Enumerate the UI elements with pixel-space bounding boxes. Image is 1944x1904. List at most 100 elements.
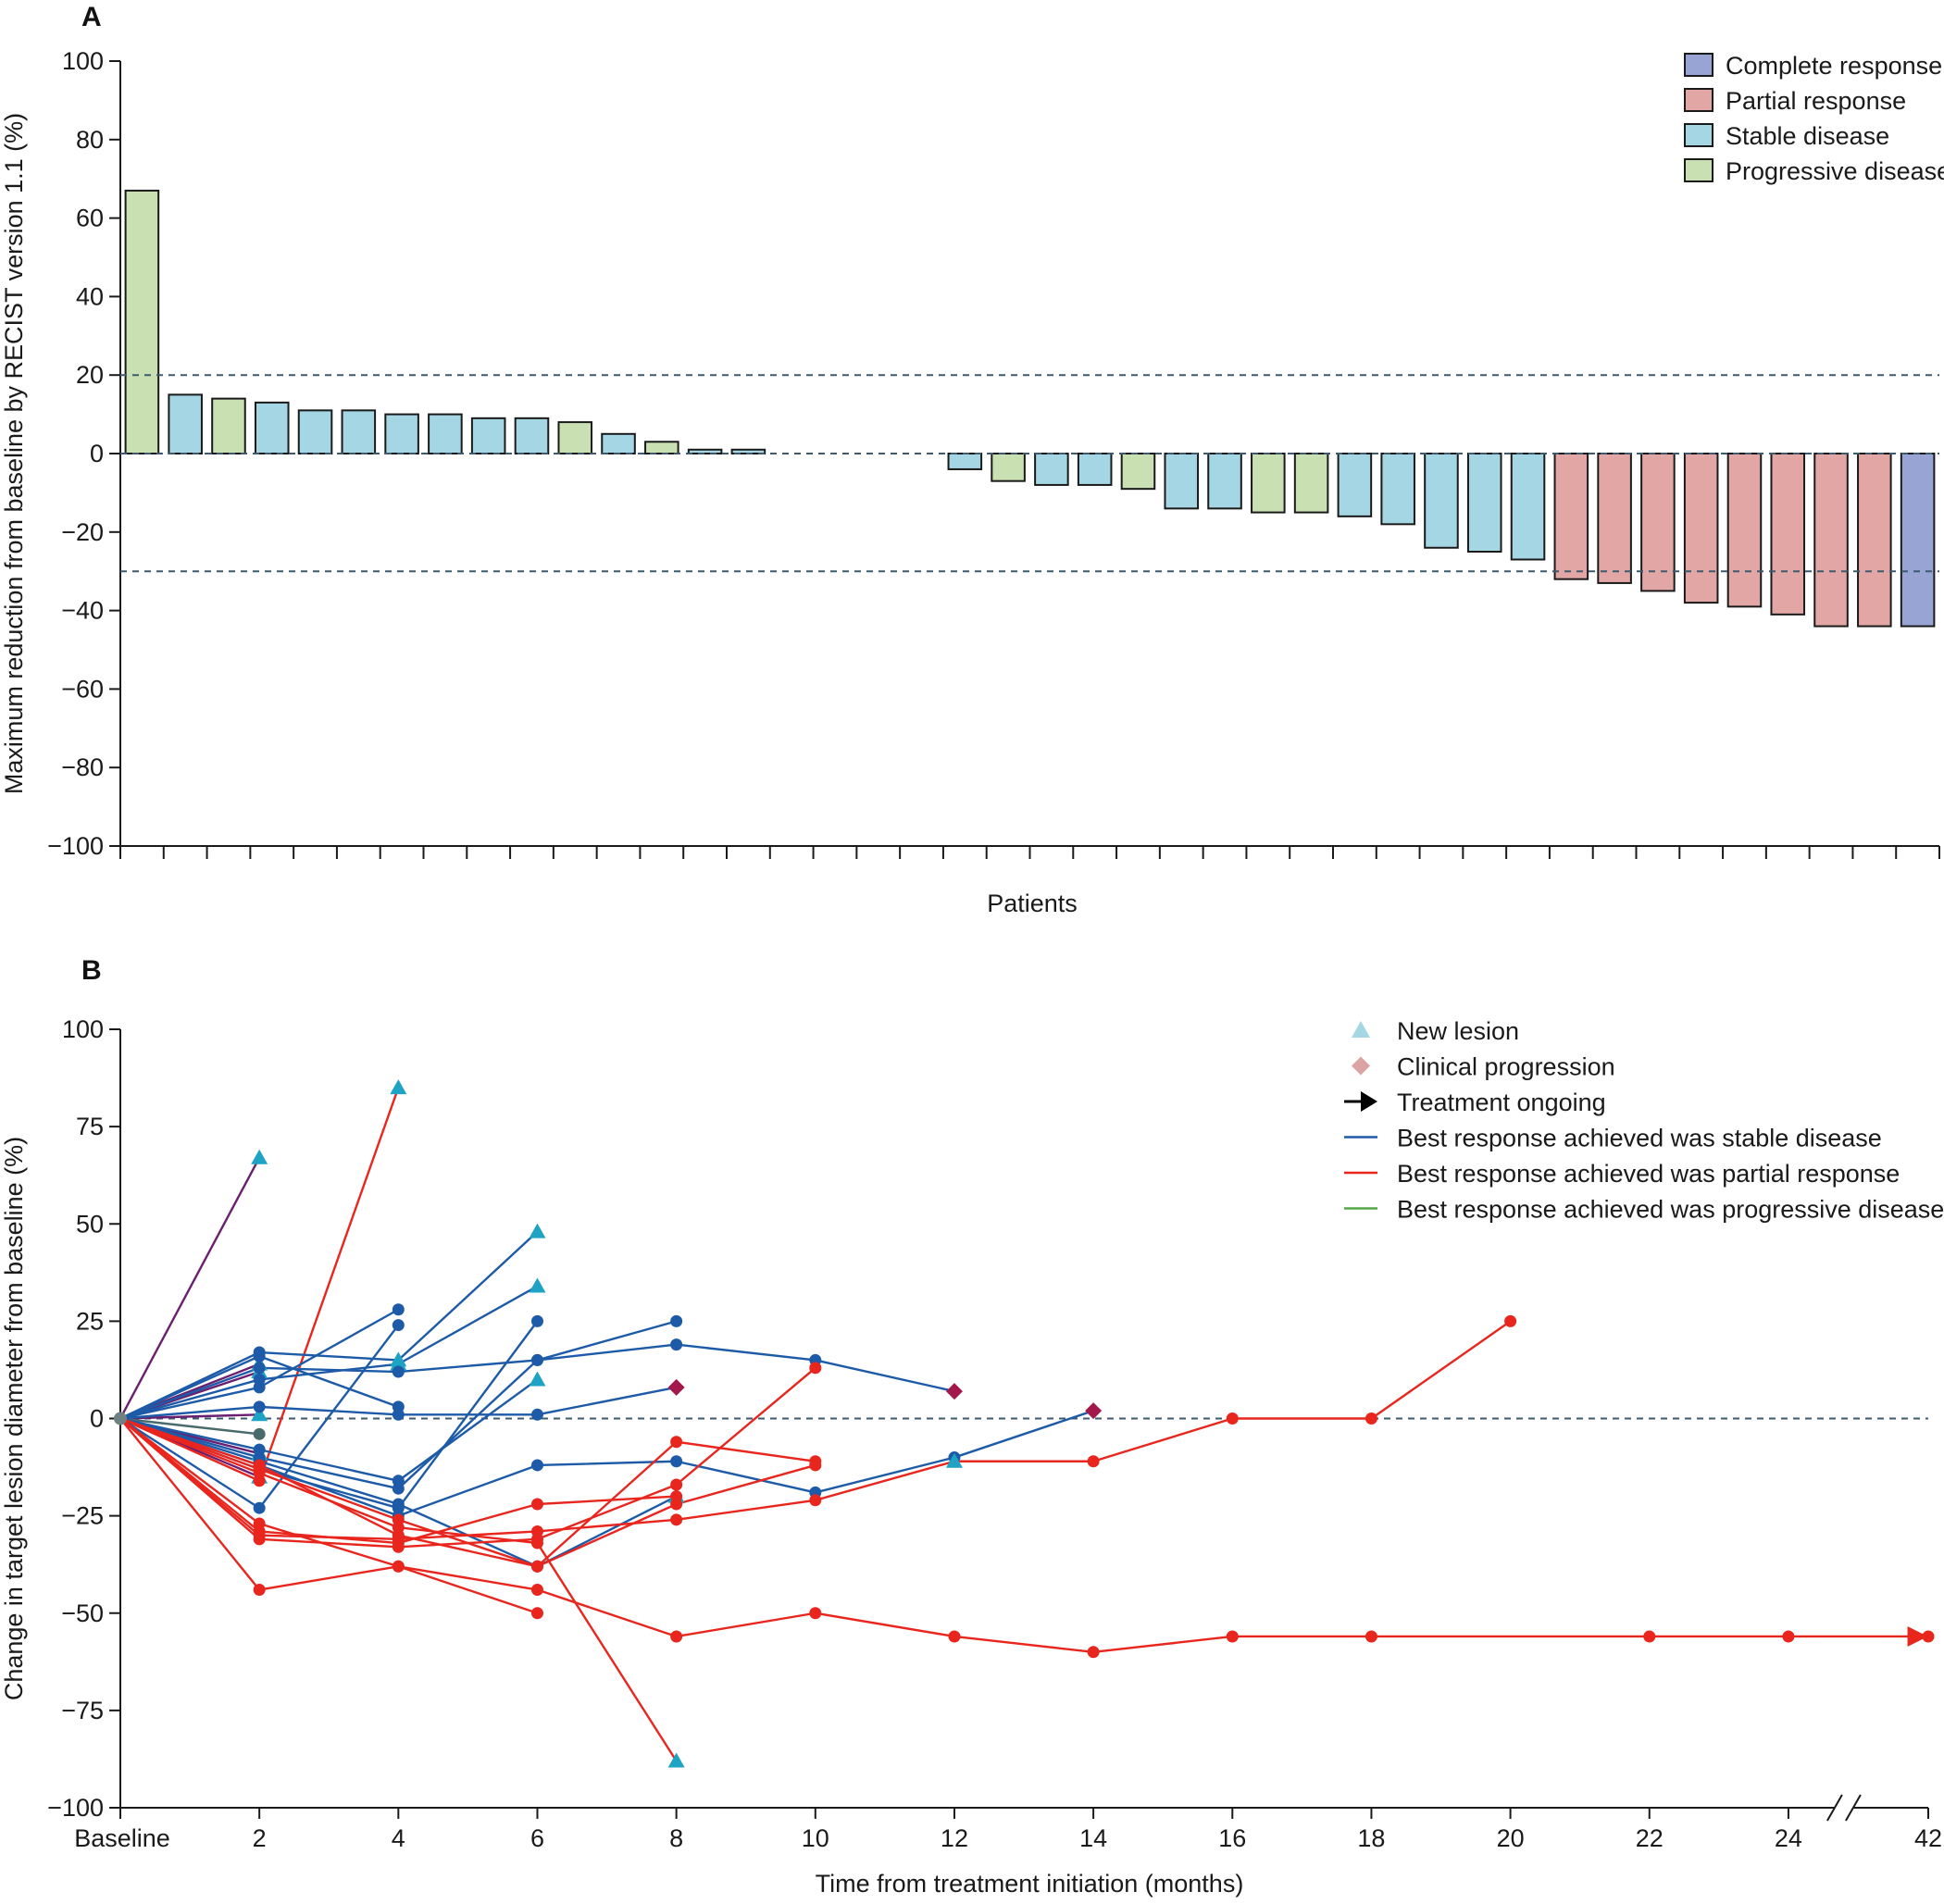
data-point [392, 1540, 405, 1553]
bar-sd [1034, 453, 1069, 486]
y-tick-label: −25 [61, 1502, 104, 1530]
data-point [1782, 1630, 1795, 1643]
bar-sd [1337, 453, 1373, 517]
data-point [530, 1459, 543, 1472]
legend-diamond-icon [1352, 1056, 1370, 1076]
data-point [670, 1478, 683, 1491]
data-point [392, 1319, 405, 1332]
bar-sd [384, 413, 419, 455]
data-point [1643, 1630, 1656, 1643]
data-point [253, 1362, 266, 1375]
series-line-pr [119, 1417, 816, 1568]
clinical-progression-marker [667, 1378, 685, 1396]
y-tick-label: 20 [76, 361, 104, 389]
data-point [670, 1436, 683, 1449]
panel-a-legend: Complete response Partial response Stable … [1684, 52, 1944, 185]
panel-a-x-axis-title: Patients [987, 890, 1078, 917]
x-tick-label: 2 [253, 1824, 267, 1852]
bar-pd [124, 189, 160, 454]
y-tick-label: 0 [90, 1405, 104, 1433]
bar-pr [1683, 453, 1719, 604]
y-tick-label: 60 [76, 205, 104, 232]
new-lesion-marker [667, 1752, 685, 1768]
bar-sd [470, 417, 506, 454]
legend-label: Best response achieved was progressive d… [1397, 1196, 1944, 1224]
bar-sd [1510, 453, 1546, 561]
series-line-sd [119, 1230, 539, 1420]
bar-pr [1813, 453, 1849, 628]
legend-label: Partial response [1726, 87, 1906, 115]
x-tick-label: 10 [802, 1824, 829, 1852]
x-tick-label: 12 [941, 1824, 968, 1852]
bar-pd [1293, 453, 1329, 514]
data-point [530, 1607, 543, 1620]
data-point [670, 1630, 683, 1643]
bar-sd [1164, 453, 1200, 510]
bar-pd [1251, 453, 1286, 514]
new-lesion-marker [390, 1079, 407, 1095]
new-lesion-marker [251, 1406, 268, 1422]
y-tick-label: −100 [47, 832, 104, 860]
new-lesion-marker [529, 1371, 546, 1387]
x-tick-label: 42 [1914, 1824, 1942, 1852]
panel-b-y-axis-title: Change in target lesion diameter from ba… [0, 1137, 28, 1700]
data-point [392, 1365, 405, 1378]
data-point [392, 1498, 405, 1511]
data-point [809, 1459, 822, 1472]
legend-label: Clinical progression [1397, 1053, 1615, 1081]
bar-pd [211, 397, 246, 455]
legend-label: Stable disease [1726, 122, 1889, 150]
bar-pr [1726, 453, 1763, 608]
data-point [253, 1381, 266, 1394]
data-point [1087, 1646, 1100, 1659]
data-point [1922, 1630, 1935, 1643]
new-lesion-marker [390, 1355, 407, 1371]
legend-swatch [1684, 53, 1713, 77]
x-tick-label: 4 [392, 1824, 405, 1852]
treatment-ongoing-arrow [1907, 1625, 1928, 1647]
legend-label: Treatment ongoing [1397, 1089, 1606, 1116]
y-tick-label: 25 [76, 1307, 104, 1335]
x-tick-label: 14 [1079, 1824, 1107, 1852]
clinical-progression-marker [945, 1383, 963, 1400]
panel-a-bar-chart: 100 80 60 40 20 0 −20 −40 −60 −80 −100 Patients Maxi… [0, 47, 1944, 917]
bar-pr [1857, 453, 1892, 628]
bar-sd [168, 393, 203, 454]
data-point [392, 1529, 405, 1542]
legend-label: Best response achieved was stable diseas… [1397, 1125, 1882, 1152]
bar-sd [1077, 453, 1113, 486]
bar-sd [514, 417, 550, 454]
y-tick-label: −50 [61, 1599, 104, 1627]
bar-sd [1380, 453, 1415, 526]
data-point [392, 1560, 405, 1573]
data-point [253, 1533, 266, 1546]
axis-break-mark [1826, 1794, 1843, 1822]
panel-b-legend: New lesion Clinical progression Treatment … [1344, 1017, 1944, 1224]
series-line-pd [119, 1413, 260, 1420]
bar-cr [1900, 453, 1936, 628]
series-line-pr [119, 1087, 400, 1482]
panel-a-letter: A [81, 2, 102, 32]
bar-sd [601, 432, 636, 454]
data-point [392, 1475, 405, 1487]
y-tick-label: 80 [76, 126, 104, 154]
series-line-sd [119, 1285, 539, 1420]
bar-sd [687, 448, 723, 455]
new-lesion-marker [529, 1277, 546, 1293]
y-tick-label: −20 [61, 518, 104, 546]
legend-swatch [1684, 158, 1713, 182]
y-tick-label: −100 [47, 1794, 104, 1822]
series-line-pr [119, 1417, 816, 1568]
y-tick-label: −80 [61, 753, 104, 781]
axis-break-mark [1845, 1794, 1862, 1822]
legend-label: Progressive disease [1726, 157, 1944, 185]
data-point [1504, 1314, 1517, 1327]
series-line-pr [119, 1417, 678, 1762]
data-point [670, 1498, 683, 1511]
data-point [948, 1630, 961, 1643]
series-group [114, 1079, 1935, 1768]
data-point [530, 1537, 543, 1549]
legend-label: New lesion [1397, 1017, 1519, 1045]
data-point [1226, 1412, 1239, 1425]
new-lesion-marker [251, 1149, 268, 1164]
